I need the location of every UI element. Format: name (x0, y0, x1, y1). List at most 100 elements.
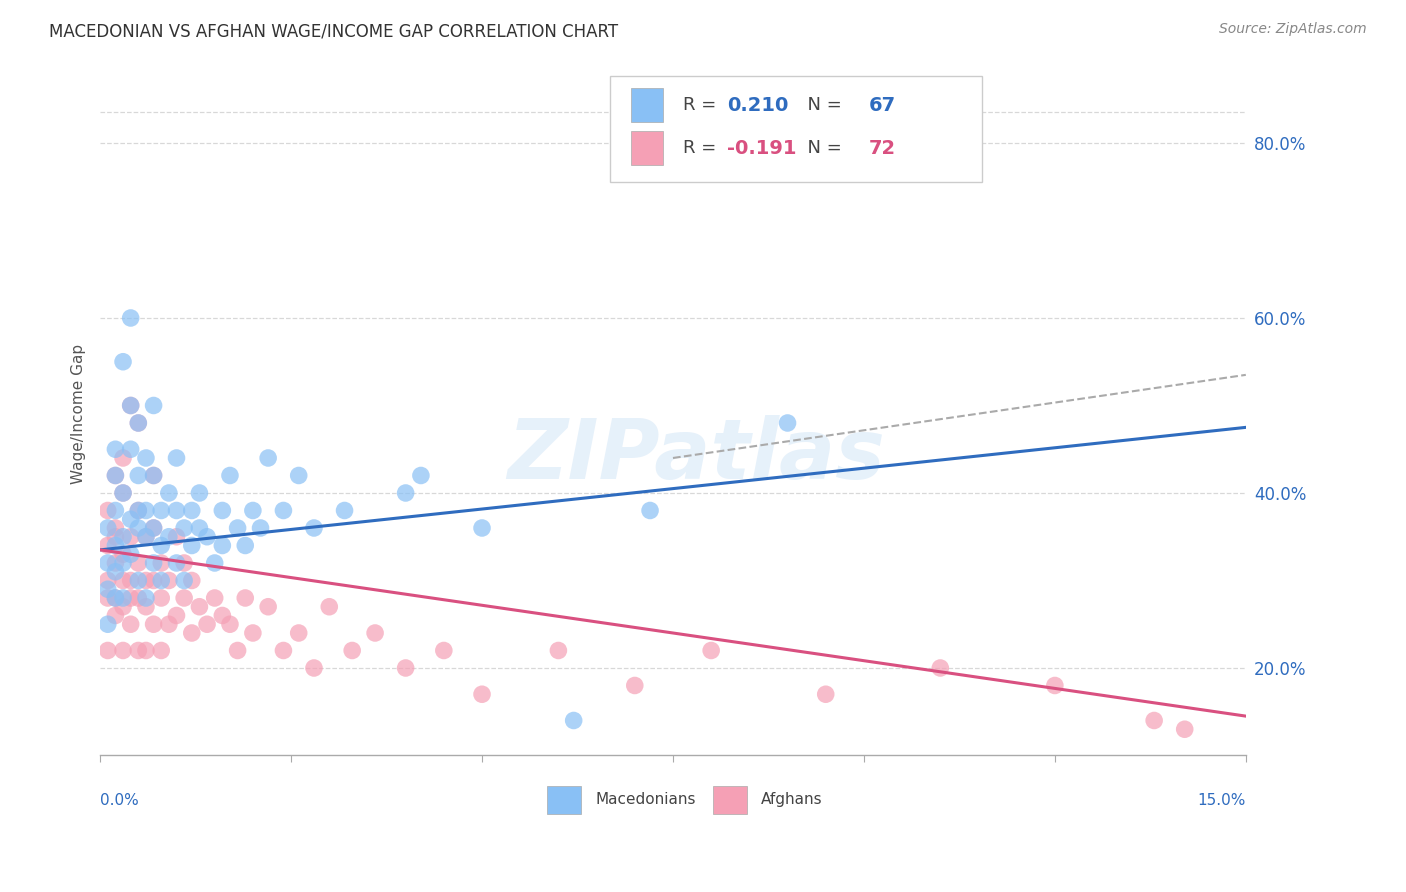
Point (242, 626, 264, 640)
Point (127, 503, 149, 517)
Point (166, 608, 188, 623)
Point (127, 643, 149, 657)
Point (135, 574, 157, 588)
Point (112, 450, 135, 465)
Point (180, 626, 202, 640)
Text: 0.0%: 0.0% (100, 793, 139, 808)
Text: Macedonians: Macedonians (595, 792, 696, 807)
Point (333, 503, 356, 517)
Point (157, 617, 180, 632)
Point (135, 530, 157, 544)
Point (302, 521, 325, 535)
Point (97, 539, 120, 553)
FancyBboxPatch shape (713, 786, 748, 814)
Point (142, 574, 165, 588)
FancyBboxPatch shape (630, 131, 662, 165)
Point (120, 591, 142, 605)
Point (180, 574, 202, 588)
Point (142, 399, 165, 413)
Point (127, 416, 149, 430)
FancyBboxPatch shape (547, 786, 581, 814)
Point (180, 503, 202, 517)
Point (97, 574, 120, 588)
Point (104, 608, 127, 623)
Text: N =: N = (796, 139, 845, 157)
Point (173, 591, 195, 605)
Point (395, 486, 418, 500)
Point (287, 468, 309, 483)
Point (364, 626, 387, 640)
Point (700, 643, 723, 657)
Point (249, 521, 271, 535)
Point (104, 530, 127, 544)
Point (166, 530, 188, 544)
Point (173, 556, 195, 570)
Point (150, 574, 173, 588)
Point (211, 539, 233, 553)
Point (142, 468, 165, 483)
Text: ZIPatlas: ZIPatlas (508, 415, 884, 496)
Point (142, 617, 165, 632)
Point (97, 582, 120, 597)
Point (157, 486, 180, 500)
Text: R =: R = (683, 139, 720, 157)
Point (127, 574, 149, 588)
Point (204, 556, 226, 570)
Point (273, 643, 295, 657)
Text: R =: R = (683, 96, 720, 114)
Point (180, 539, 202, 553)
Point (135, 530, 157, 544)
Point (104, 468, 127, 483)
Point (547, 643, 569, 657)
Point (287, 626, 309, 640)
Point (120, 574, 142, 588)
Point (409, 468, 432, 483)
Point (188, 486, 211, 500)
Point (150, 503, 173, 517)
Point (395, 661, 418, 675)
Point (1143, 714, 1166, 728)
Point (104, 503, 127, 517)
Point (204, 591, 226, 605)
Point (120, 399, 142, 413)
Text: 72: 72 (869, 138, 896, 158)
Point (166, 503, 188, 517)
Point (127, 556, 149, 570)
Point (135, 591, 157, 605)
Point (104, 591, 127, 605)
Point (195, 617, 218, 632)
Point (127, 416, 149, 430)
Point (135, 503, 157, 517)
Point (120, 310, 142, 325)
Point (97, 556, 120, 570)
Point (623, 678, 645, 692)
Point (120, 512, 142, 526)
Point (104, 442, 127, 457)
Point (150, 591, 173, 605)
Point (173, 574, 195, 588)
Point (97, 617, 120, 632)
Point (150, 643, 173, 657)
Point (135, 599, 157, 614)
Point (120, 530, 142, 544)
Point (471, 521, 494, 535)
Point (120, 442, 142, 457)
Point (112, 599, 135, 614)
FancyBboxPatch shape (630, 88, 662, 122)
Point (226, 643, 249, 657)
Point (127, 503, 149, 517)
Point (273, 503, 295, 517)
Point (127, 591, 149, 605)
Point (257, 450, 280, 465)
Point (257, 599, 280, 614)
Point (120, 617, 142, 632)
Text: N =: N = (796, 96, 845, 114)
Point (166, 450, 188, 465)
Point (188, 521, 211, 535)
Point (929, 661, 952, 675)
Point (104, 591, 127, 605)
FancyBboxPatch shape (610, 77, 983, 182)
Point (233, 591, 256, 605)
Point (1043, 678, 1066, 692)
Point (112, 556, 135, 570)
